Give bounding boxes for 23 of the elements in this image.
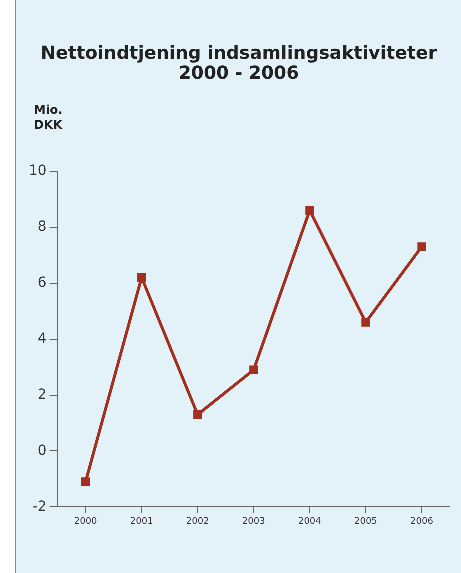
y-tick-label: 4 — [38, 330, 47, 347]
x-tick-label: 2000 — [74, 516, 98, 527]
point — [362, 318, 370, 327]
y-tick-label: 10 — [28, 163, 47, 180]
x-tick-label: 2003 — [242, 516, 266, 527]
x-tick-label: 2002 — [186, 516, 210, 527]
x-tick-label: 2005 — [354, 516, 378, 527]
point — [418, 242, 426, 252]
chart-title: Nettoindtjening indsamlingsaktiviteter 2000 - 2006 — [40, 43, 438, 84]
y-tick-label: 2 — [38, 386, 47, 403]
x-tick-label: 2004 — [298, 516, 322, 527]
point — [306, 206, 314, 215]
y-axis-title: Mio. DKK — [34, 103, 63, 133]
x-tick-label: 2001 — [130, 516, 154, 527]
y-tick-label: 0 — [38, 442, 47, 459]
point — [194, 410, 202, 420]
point — [250, 366, 258, 374]
y-tick-label: 8 — [38, 219, 47, 236]
y-tick-label: 6 — [38, 274, 47, 291]
point — [82, 478, 90, 486]
x-tick-label: 2006 — [410, 516, 434, 527]
point — [138, 273, 146, 282]
y-tick-label: -2 — [32, 498, 47, 515]
